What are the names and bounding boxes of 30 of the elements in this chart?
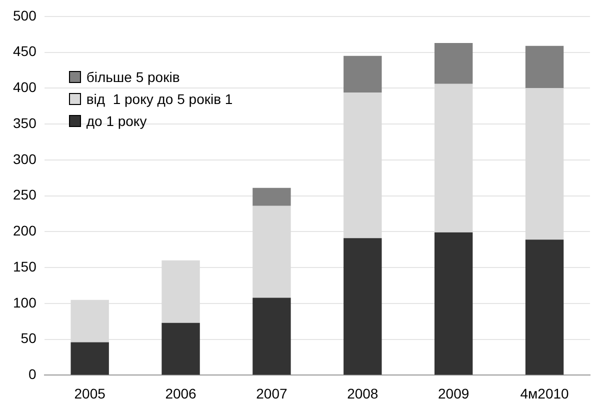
y-tick-label: 50	[20, 330, 37, 346]
legend-label: більше 5 років	[86, 69, 180, 86]
bar	[70, 342, 109, 375]
y-tick-label: 300	[13, 150, 37, 167]
y-tick-label: 250	[13, 186, 37, 203]
legend-label: від 1 року до 5 років 1	[86, 91, 233, 108]
y-tick-label: 400	[13, 79, 37, 96]
y-tick-label: 500	[13, 7, 37, 24]
y-tick-label: 350	[13, 114, 37, 131]
x-tick-label: 2007	[256, 385, 288, 402]
y-tick-label: 450	[13, 43, 37, 60]
x-tick-label: 2006	[165, 385, 197, 402]
legend-label: до 1 року	[86, 113, 147, 130]
bar	[252, 298, 291, 375]
bar	[252, 188, 291, 206]
y-tick-label: 0	[28, 366, 37, 382]
y-tick-label: 150	[13, 258, 37, 274]
bar	[525, 46, 564, 88]
bar	[162, 322, 200, 375]
x-tick-label: 2009	[438, 385, 470, 402]
bar	[434, 232, 473, 375]
bar	[525, 240, 564, 375]
x-tick-label: 4м2010	[520, 385, 570, 402]
bar	[344, 56, 382, 92]
y-tick-label: 100	[13, 294, 37, 310]
bar	[344, 238, 382, 375]
bar	[434, 42, 473, 84]
y-tick-label: 200	[13, 222, 37, 239]
x-tick-label: 2005	[74, 385, 106, 402]
x-tick-label: 2008	[347, 385, 378, 402]
